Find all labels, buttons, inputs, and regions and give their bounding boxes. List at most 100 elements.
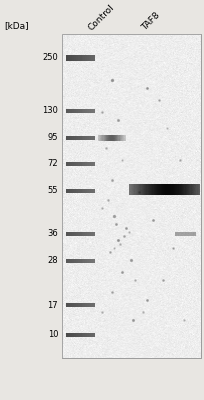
Bar <box>83 109 85 113</box>
Bar <box>169 184 170 195</box>
Text: 130: 130 <box>42 106 58 115</box>
Bar <box>173 184 174 195</box>
Bar <box>82 162 83 166</box>
Bar <box>123 135 124 141</box>
Bar <box>82 259 83 263</box>
Bar <box>66 232 68 236</box>
Bar <box>87 189 89 193</box>
Bar <box>72 109 74 113</box>
Bar <box>68 232 70 236</box>
Bar <box>164 184 165 195</box>
Bar <box>72 232 74 236</box>
Bar <box>76 232 78 236</box>
Bar <box>83 333 85 337</box>
Bar <box>174 184 175 195</box>
Bar <box>72 55 74 61</box>
Bar <box>72 303 74 307</box>
Bar <box>80 136 82 140</box>
Bar <box>66 55 68 61</box>
Bar <box>147 184 149 195</box>
Bar <box>76 109 78 113</box>
Bar <box>66 109 68 113</box>
Bar <box>80 232 82 236</box>
Bar <box>83 162 85 166</box>
Bar <box>145 184 146 195</box>
Bar <box>157 184 158 195</box>
Bar <box>102 135 104 141</box>
Bar <box>177 184 178 195</box>
Bar <box>150 184 151 195</box>
Bar <box>182 184 183 195</box>
Bar <box>78 333 80 337</box>
Bar <box>89 136 91 140</box>
Bar <box>100 135 101 141</box>
Bar <box>181 184 182 195</box>
Bar <box>72 189 74 193</box>
Bar <box>70 189 72 193</box>
Bar <box>82 232 83 236</box>
Bar <box>170 184 171 195</box>
Bar <box>125 135 126 141</box>
Bar <box>76 189 78 193</box>
Bar <box>85 136 87 140</box>
Bar <box>85 303 87 307</box>
Bar <box>89 259 91 263</box>
Bar <box>156 184 157 195</box>
Bar <box>68 55 70 61</box>
Bar <box>119 135 120 141</box>
Bar <box>188 184 189 195</box>
Bar <box>70 55 72 61</box>
Bar <box>153 184 155 195</box>
Bar <box>91 55 93 61</box>
Bar <box>80 259 82 263</box>
Bar <box>129 184 130 195</box>
Bar <box>80 109 82 113</box>
Bar <box>176 184 177 195</box>
Bar <box>68 162 70 166</box>
Bar <box>82 109 83 113</box>
Bar <box>93 136 95 140</box>
Bar <box>136 184 137 195</box>
Bar <box>72 333 74 337</box>
Bar <box>74 232 76 236</box>
Bar <box>160 184 161 195</box>
Text: 95: 95 <box>48 134 58 142</box>
Bar <box>171 184 173 195</box>
Bar <box>143 184 144 195</box>
Bar <box>83 259 85 263</box>
Bar <box>139 184 140 195</box>
Bar <box>161 184 162 195</box>
Bar <box>117 135 119 141</box>
Bar <box>167 184 168 195</box>
Bar <box>78 189 80 193</box>
Bar <box>85 259 87 263</box>
Bar <box>107 135 108 141</box>
Bar <box>138 184 139 195</box>
Bar <box>112 135 113 141</box>
Bar <box>83 55 85 61</box>
Bar <box>113 135 114 141</box>
Bar <box>72 162 74 166</box>
Bar <box>87 259 89 263</box>
Bar <box>83 189 85 193</box>
Bar <box>74 303 76 307</box>
Bar <box>122 135 123 141</box>
Bar <box>76 136 78 140</box>
Bar <box>106 135 107 141</box>
Bar <box>189 184 190 195</box>
Bar <box>87 232 89 236</box>
Bar <box>151 184 152 195</box>
Bar <box>137 184 138 195</box>
Bar <box>91 162 93 166</box>
Bar <box>89 303 91 307</box>
Bar <box>83 136 85 140</box>
Bar <box>168 184 169 195</box>
Bar <box>91 109 93 113</box>
Bar <box>80 303 82 307</box>
Bar <box>142 184 143 195</box>
Bar <box>93 259 95 263</box>
Text: 72: 72 <box>48 160 58 168</box>
Bar <box>196 184 197 195</box>
Bar <box>76 162 78 166</box>
Bar <box>133 184 134 195</box>
